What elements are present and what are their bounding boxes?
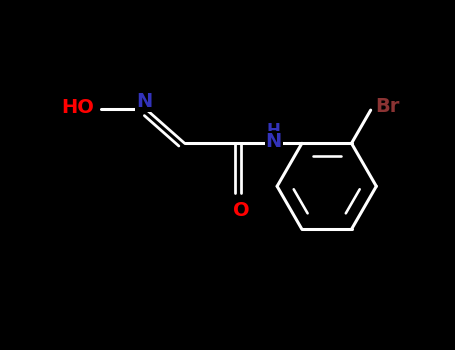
Text: HO: HO [61,98,94,117]
Text: O: O [233,201,249,219]
Text: N: N [266,132,282,150]
Text: H: H [267,122,281,140]
Text: N: N [136,92,152,111]
Text: Br: Br [376,97,400,116]
